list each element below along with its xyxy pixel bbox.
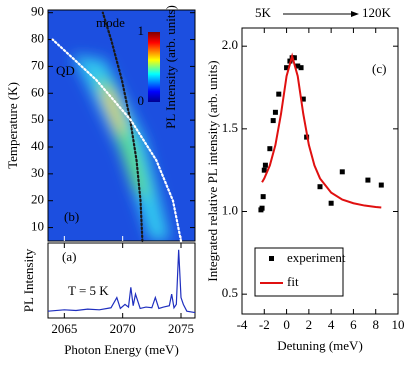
data-point: [260, 194, 266, 200]
x-tick-label: -4: [237, 317, 248, 332]
data-point: [276, 91, 282, 97]
y-axis-label: PL Intensity: [21, 248, 36, 312]
y-tick-label: 1.0: [222, 202, 238, 217]
data-point: [298, 65, 304, 71]
plot-frame: [47, 9, 196, 242]
x-axis-label: Photon Energy (meV): [64, 342, 179, 357]
curve-label: QD: [56, 63, 75, 78]
arrow-head: [351, 11, 359, 17]
colorbar-tick-label: 0: [138, 93, 145, 108]
heatmap: [48, 10, 195, 241]
legend-frame: [254, 247, 344, 297]
data-point: [284, 65, 290, 71]
y-tick-label: 80: [31, 31, 44, 46]
y-tick-label: 40: [31, 138, 44, 153]
y-tick-label: 60: [31, 84, 44, 99]
data-point: [267, 146, 273, 152]
x-axis-label: Detuning (meV): [277, 338, 363, 353]
y-tick-label: 70: [31, 57, 44, 72]
data-point: [259, 205, 265, 211]
plot-frame: [241, 27, 399, 315]
x-tick-label: -2: [259, 317, 270, 332]
x-tick-label: 2075: [168, 321, 194, 336]
y-tick-label: 10: [31, 219, 44, 234]
y-axis-label: Integrated relative PL intensity (arb. u…: [205, 60, 220, 281]
x-tick-label: 0: [283, 317, 290, 332]
range-start: 5K: [255, 5, 272, 20]
panel-label: (a): [62, 249, 76, 264]
y-tick-label: 50: [31, 111, 44, 126]
colorbar-label: PL Intensity (arb. units): [163, 5, 178, 129]
y-tick-label: 20: [31, 192, 44, 207]
line: [261, 52, 382, 209]
curve-label: mode: [96, 15, 125, 30]
legend-label: experiment: [287, 250, 346, 265]
data-point: [272, 109, 278, 115]
data-point: [339, 169, 345, 175]
x-tick-label: 8: [372, 317, 379, 332]
x-tick-label: 4: [328, 317, 335, 332]
data-point: [378, 182, 384, 188]
legend-marker: [269, 256, 274, 261]
range-end: 120K: [362, 5, 392, 20]
line: [47, 249, 196, 314]
annotation: T = 5 K: [68, 283, 109, 298]
x-tick-label: 2065: [51, 321, 77, 336]
data-point: [300, 96, 306, 102]
y-tick-label: 30: [31, 165, 44, 180]
plot-frame: [47, 242, 196, 319]
x-tick-label: 2070: [110, 321, 136, 336]
data-point: [317, 184, 323, 190]
colorbar-tick-label: 1: [138, 23, 145, 38]
y-tick-label: 90: [31, 4, 44, 19]
data-point: [365, 177, 371, 183]
y-tick-label: 0.5: [222, 285, 238, 300]
y-tick-label: 2.0: [222, 37, 238, 52]
data-point: [262, 162, 268, 168]
y-tick-label: 1.5: [222, 120, 238, 135]
colorbar: [148, 32, 160, 102]
data-point: [295, 63, 301, 69]
data-point: [291, 55, 297, 61]
panel-label: (b): [64, 209, 79, 224]
data-point: [328, 200, 334, 206]
x-tick-label: 2: [306, 317, 313, 332]
data-point: [270, 118, 276, 124]
y-axis-label: Temperature (K): [5, 82, 20, 169]
data-point: [261, 167, 267, 173]
legend-label: fit: [287, 274, 299, 289]
panel-label: (c): [372, 61, 386, 76]
x-tick-label: 6: [350, 317, 357, 332]
curve: [51, 38, 183, 243]
x-tick-label: 10: [392, 317, 405, 332]
